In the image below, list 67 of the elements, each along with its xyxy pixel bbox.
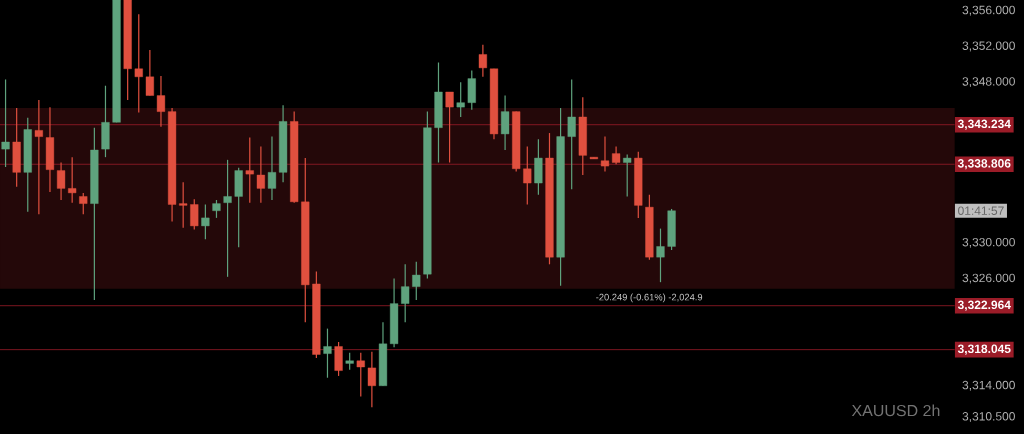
- band-label: -20.249 (-0.61%) -2,024.9: [596, 293, 703, 303]
- candlestick: [578, 96, 587, 176]
- candlestick: [456, 81, 465, 118]
- candlestick: [645, 194, 654, 261]
- candlestick: [79, 192, 88, 215]
- ref-line-label: 3,318.045: [957, 344, 1011, 355]
- y-tick-label: 3,310.500: [962, 412, 1015, 422]
- candlestick: [179, 181, 188, 229]
- candlestick: [656, 228, 665, 283]
- candlestick: [567, 78, 576, 190]
- candlestick: [145, 49, 154, 97]
- candlestick: [623, 153, 632, 198]
- candlestick: [101, 85, 110, 158]
- candlestick: [667, 208, 676, 251]
- candlestick: [600, 136, 610, 173]
- text: 01:41:57: [958, 206, 1004, 215]
- candlestick: [489, 68, 499, 140]
- candlestick: [290, 111, 299, 204]
- candlestick: [301, 157, 310, 323]
- y-tick-label: 3,326.000: [962, 273, 1015, 284]
- candlestick: [523, 145, 532, 206]
- candlestick: [412, 261, 421, 301]
- candlestick: [356, 352, 365, 398]
- y-tick-label: 3,352.000: [962, 41, 1015, 52]
- candlestick: [423, 111, 432, 280]
- candlestick: [445, 91, 454, 164]
- candlestick: [23, 117, 32, 213]
- candlestick: [201, 203, 210, 240]
- candlestick: [434, 61, 443, 164]
- candlestick: [534, 138, 543, 196]
- y-tick-label: 3,348.000: [962, 77, 1015, 88]
- candlestick: [134, 13, 143, 114]
- candlestick: [512, 111, 521, 173]
- candlestick: [156, 75, 166, 128]
- candlestick: [545, 132, 554, 265]
- candlestick: [245, 136, 254, 204]
- y-tick-label: 3,314.000: [962, 380, 1015, 391]
- ref-line-label: 3,343.234: [957, 119, 1011, 130]
- candlestick: [12, 107, 21, 188]
- candlestick: [267, 136, 277, 201]
- candlestick: [112, 0, 121, 123]
- y-tick-label: 3,356.000: [962, 5, 1015, 16]
- candlestick: [467, 69, 476, 111]
- candlestick: [34, 99, 43, 215]
- candlestick: [612, 145, 621, 165]
- candlestick: [478, 44, 487, 78]
- candlestick: [90, 127, 99, 301]
- candlestick: [256, 145, 265, 204]
- y-tick-label: 3,330.000: [962, 237, 1015, 248]
- candlestick: [123, 0, 132, 101]
- candlestick: [312, 270, 321, 359]
- candlestick: [190, 198, 199, 231]
- candlestick: [401, 263, 410, 323]
- candlestick: [378, 321, 388, 387]
- candlestick: [323, 328, 332, 379]
- candlestick: [223, 159, 232, 278]
- candlestick: [68, 156, 77, 204]
- ref-line-label: 3,322.964: [957, 300, 1011, 311]
- ref-line-label: 3,338.806: [957, 159, 1011, 170]
- annotation: XAUUSD 2h: [851, 404, 940, 417]
- candlestick: [234, 167, 243, 248]
- candlestick: [556, 107, 565, 287]
- candlestick: [634, 151, 643, 219]
- candlestick: [334, 341, 343, 377]
- candlestick: [501, 94, 510, 151]
- candlestick: [1, 78, 10, 168]
- candlestick: [589, 156, 598, 160]
